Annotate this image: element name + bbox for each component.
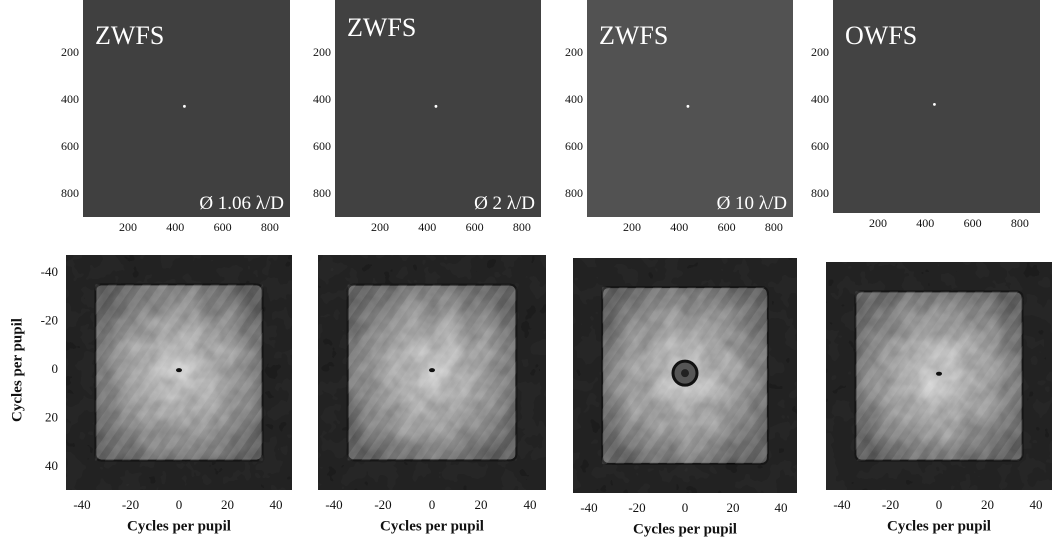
y-tick-label: 400 — [811, 92, 829, 106]
x-tick-label: -40 — [580, 500, 597, 515]
x-tick-label: -40 — [73, 497, 90, 512]
panel-annotation: Ø 1.06 λ/D — [199, 193, 284, 214]
x-tick-label: 40 — [775, 500, 788, 515]
psf-spot — [686, 104, 690, 108]
y-tick-label: 200 — [811, 45, 829, 59]
x-tick-label: 600 — [214, 220, 232, 234]
y-tick-label: 800 — [313, 186, 331, 200]
panel-title: ZWFS — [95, 21, 164, 50]
y-tick-label: 800 — [811, 186, 829, 200]
y-tick-label: 400 — [565, 92, 583, 106]
image-panel — [833, 0, 1040, 213]
y-tick-label: -20 — [41, 312, 58, 327]
y-tick-label: 0 — [52, 361, 59, 376]
image-panel — [318, 255, 546, 490]
x-tick-label: 0 — [936, 497, 943, 512]
y-axis-label: Cycles per pupil — [9, 318, 25, 422]
y-tick-label: 600 — [565, 139, 583, 153]
x-tick-label: -40 — [325, 497, 342, 512]
panel-annotation: Ø 10 λ/D — [717, 193, 787, 214]
x-tick-label: 40 — [1030, 497, 1043, 512]
y-tick-label: 800 — [565, 186, 583, 200]
center-spot — [936, 371, 942, 376]
image-panel — [826, 262, 1052, 490]
image-panel — [573, 258, 797, 493]
panel-title: OWFS — [845, 21, 917, 50]
x-tick-label: 800 — [261, 220, 279, 234]
fringes — [347, 284, 517, 461]
x-tick-label: 200 — [869, 216, 887, 230]
x-tick-label: 20 — [981, 497, 994, 512]
x-tick-label: 400 — [916, 216, 934, 230]
y-tick-label: 400 — [61, 92, 79, 106]
x-tick-label: 0 — [682, 500, 689, 515]
y-tick-label: 600 — [811, 139, 829, 153]
x-tick-label: 800 — [765, 220, 783, 234]
x-axis-label: Cycles per pupil — [887, 518, 991, 534]
panel-title: ZWFS — [599, 21, 668, 50]
y-tick-label: 600 — [61, 139, 79, 153]
x-tick-label: -40 — [833, 497, 850, 512]
x-tick-label: -20 — [122, 497, 139, 512]
x-tick-label: 20 — [475, 497, 488, 512]
panel-title: ZWFS — [347, 13, 416, 42]
panel-annotation: Ø 2 λ/D — [474, 193, 535, 214]
x-tick-label: 200 — [119, 220, 137, 234]
x-tick-label: -20 — [374, 497, 391, 512]
x-tick-label: 200 — [371, 220, 389, 234]
x-tick-label: 400 — [418, 220, 436, 234]
x-axis-label: Cycles per pupil — [633, 521, 737, 537]
x-tick-label: 20 — [221, 497, 234, 512]
y-tick-label: 40 — [45, 458, 58, 473]
psf-spot — [183, 104, 186, 108]
y-tick-label: 600 — [313, 139, 331, 153]
x-tick-label: 600 — [964, 216, 982, 230]
x-tick-label: 800 — [513, 220, 531, 234]
x-tick-label: -20 — [882, 497, 899, 512]
y-tick-label: 400 — [313, 92, 331, 106]
y-tick-label: 200 — [565, 45, 583, 59]
psf-spot — [434, 104, 438, 108]
image-panel — [66, 255, 292, 490]
image-panel — [83, 0, 290, 217]
x-tick-label: 200 — [623, 220, 641, 234]
y-tick-label: -40 — [41, 264, 58, 279]
x-axis-label: Cycles per pupil — [380, 518, 484, 534]
x-tick-label: 400 — [166, 220, 184, 234]
x-tick-label: 600 — [466, 220, 484, 234]
x-tick-label: 40 — [524, 497, 537, 512]
center-spot — [176, 368, 182, 373]
x-tick-label: 400 — [670, 220, 688, 234]
x-tick-label: 800 — [1011, 216, 1029, 230]
x-tick-label: -20 — [628, 500, 645, 515]
y-tick-label: 200 — [61, 45, 79, 59]
x-tick-label: 40 — [270, 497, 283, 512]
x-tick-label: 0 — [176, 497, 183, 512]
y-tick-label: 20 — [45, 409, 58, 424]
image-panel — [335, 0, 541, 217]
y-tick-label: 800 — [61, 186, 79, 200]
x-tick-label: 600 — [718, 220, 736, 234]
x-tick-label: 20 — [727, 500, 740, 515]
y-tick-label: 200 — [313, 45, 331, 59]
dimple-core — [681, 369, 689, 378]
x-axis-label: Cycles per pupil — [127, 518, 231, 534]
image-panel — [587, 0, 793, 217]
center-spot — [429, 368, 435, 373]
fringes — [855, 291, 1023, 461]
x-tick-label: 0 — [429, 497, 436, 512]
fringes — [95, 284, 263, 461]
psf-spot — [933, 102, 936, 106]
